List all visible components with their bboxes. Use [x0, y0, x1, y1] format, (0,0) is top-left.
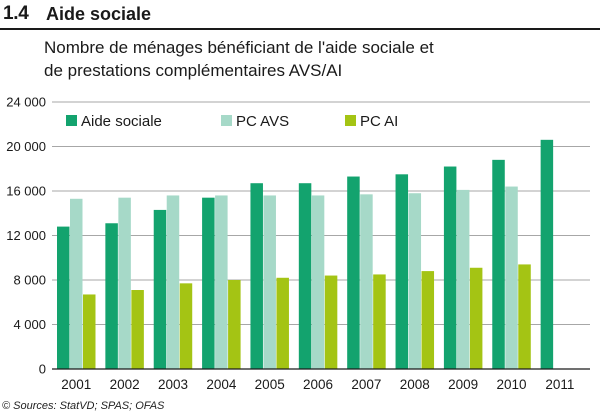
y-tick-label: 16 000 — [6, 184, 46, 199]
y-tick-label: 20 000 — [6, 139, 46, 154]
x-tick-label: 2010 — [496, 377, 526, 392]
legend-label-aide-sociale: Aide sociale — [81, 113, 162, 130]
bar-chart: 0 4 000 8 000 12 000 16 000 20 000 24 000 2001… — [6, 95, 590, 392]
x-tick-label: 2008 — [400, 377, 430, 392]
legend-label-pc-ai: PC AI — [360, 113, 398, 130]
x-tick-label: 2007 — [351, 377, 381, 392]
chart-subtitle-line-2: de prestations complémentaires AVS/AI — [44, 61, 343, 80]
bar-aide-sociale — [202, 197, 215, 369]
bar-aide-sociale — [298, 183, 312, 369]
bar-aide-sociale — [395, 174, 409, 369]
x-tick-label: 2002 — [110, 377, 140, 392]
y-tick-label: 24 000 — [6, 95, 46, 110]
bar-pc-ai — [179, 283, 193, 369]
y-tick-label: 12 000 — [6, 228, 46, 243]
bar-pc-ai — [131, 290, 144, 369]
bar-pc-ai — [276, 277, 289, 369]
x-tick-label: 2006 — [303, 377, 333, 392]
bar-pc-ai — [421, 271, 435, 369]
legend-swatch-pc-avs — [221, 115, 232, 126]
legend-label-pc-avs: PC AVS — [236, 113, 289, 130]
section-number: 1.4 — [3, 3, 29, 24]
section-header: 1.4 Aide sociale — [0, 0, 600, 30]
bar-pc-avs — [166, 195, 180, 369]
bar-aide-sociale — [540, 139, 554, 369]
bar-aide-sociale — [443, 166, 457, 369]
bar-pc-ai — [373, 274, 386, 369]
bar-pc-avs — [311, 195, 325, 369]
x-tick-label: 2004 — [206, 377, 237, 392]
x-tick-label: 2003 — [158, 377, 188, 392]
bar-aide-sociale — [492, 159, 505, 369]
bar-aide-sociale — [250, 183, 263, 369]
bar-pc-avs — [118, 197, 131, 369]
legend-swatch-aide-sociale — [66, 115, 77, 126]
bar-pc-avs — [263, 195, 276, 369]
y-tick-label: 4 000 — [13, 317, 46, 332]
legend-swatch-pc-ai — [345, 115, 356, 126]
bar-pc-avs — [408, 193, 422, 369]
x-tick-label: 2001 — [61, 377, 91, 392]
bar-pc-ai — [518, 264, 531, 369]
bar-pc-ai — [324, 275, 338, 369]
bar-aide-sociale — [105, 223, 118, 369]
bar-pc-avs — [360, 194, 373, 369]
y-tick-label: 8 000 — [13, 273, 46, 288]
chart-subtitle-line-1: Nombre de ménages bénéficiant de l'aide … — [44, 38, 434, 57]
bar-pc-avs — [505, 186, 518, 369]
x-tick-label: 2011 — [545, 377, 574, 392]
bar-pc-ai — [83, 294, 96, 369]
y-tick-label: 0 — [39, 362, 46, 377]
bar-aide-sociale — [347, 176, 360, 369]
section-title: Aide sociale — [46, 4, 152, 24]
bar-aide-sociale — [153, 209, 167, 369]
x-tick-label: 2009 — [448, 377, 478, 392]
bar-aide-sociale — [57, 226, 70, 369]
bar-pc-avs — [215, 195, 228, 369]
source-note: © Sources: StatVD; SPAS; OFAS — [2, 400, 165, 412]
bar-pc-avs — [456, 189, 470, 369]
bar-pc-avs — [70, 198, 83, 369]
bar-pc-ai — [228, 280, 241, 369]
x-tick-label: 2005 — [255, 377, 285, 392]
bar-pc-ai — [469, 267, 483, 369]
